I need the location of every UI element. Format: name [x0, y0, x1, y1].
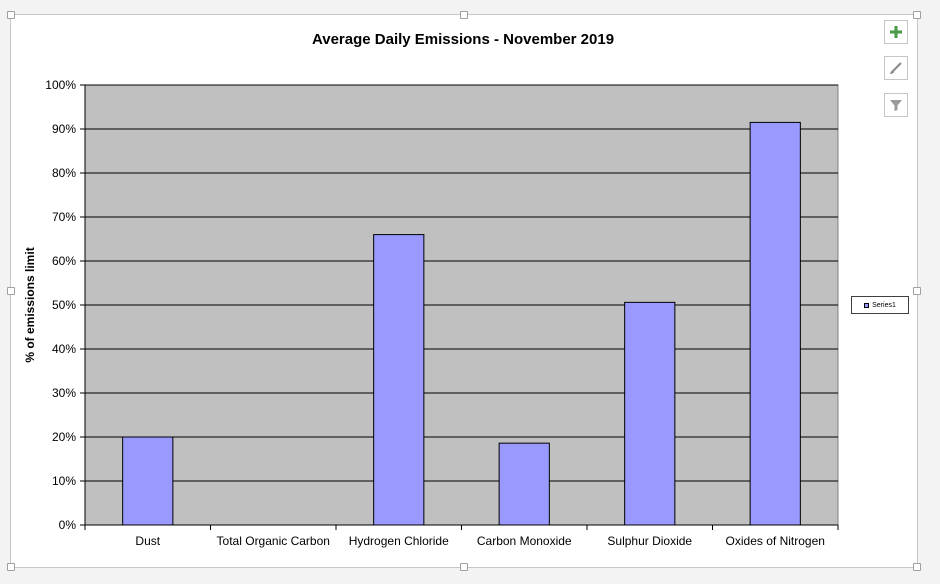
x-tick-label: Carbon Monoxide [477, 534, 572, 548]
x-tick-label: Oxides of Nitrogen [726, 534, 825, 548]
y-tick-label: 60% [52, 254, 76, 268]
x-tick-label: Hydrogen Chloride [349, 534, 449, 548]
resize-handle-top-left[interactable] [7, 11, 15, 19]
bar-carbon-monoxide[interactable] [498, 442, 550, 526]
resize-handle-bottom-right[interactable] [913, 563, 921, 571]
y-tick-label: 30% [52, 386, 76, 400]
x-tick-label: Sulphur Dioxide [607, 534, 692, 548]
axes [80, 84, 839, 530]
y-tick-label: 20% [52, 430, 76, 444]
y-tick-label: 10% [52, 474, 76, 488]
filter-icon [890, 100, 902, 111]
y-tick-label: 70% [52, 210, 76, 224]
bar-oxides-of-nitrogen[interactable] [749, 121, 801, 526]
x-tick-label: Dust [135, 534, 160, 548]
bars [122, 121, 801, 526]
resize-handle-bottom-left[interactable] [7, 563, 15, 571]
y-tick-labels: 0% 10% 20% 30% 40% 50% 60% 70% 80% 90% 100% [45, 78, 76, 532]
chart-elements-button[interactable] [884, 20, 908, 44]
y-tick-label: 50% [52, 298, 76, 312]
y-tick-label: 100% [45, 78, 76, 92]
resize-handle-top-right[interactable] [913, 11, 921, 19]
y-axis-title[interactable]: % of emissions limit [23, 247, 37, 362]
resize-handle-right[interactable] [913, 287, 921, 295]
y-tick-label: 90% [52, 122, 76, 136]
y-tick-label: 40% [52, 342, 76, 356]
bar-sulphur-dioxide[interactable] [624, 301, 676, 526]
resize-handle-top[interactable] [460, 11, 468, 19]
chart-styles-button[interactable] [884, 56, 908, 80]
chart-title[interactable]: Average Daily Emissions - November 2019 [312, 31, 614, 48]
bar-hydrogen-chloride[interactable] [373, 234, 425, 526]
plus-icon [890, 26, 902, 38]
chart-filters-button[interactable] [884, 93, 908, 117]
legend[interactable]: Series1 [851, 296, 909, 314]
resize-handle-bottom[interactable] [460, 563, 468, 571]
legend-swatch [864, 302, 870, 308]
x-tick-labels: Dust Total Organic Carbon Hydrogen Chlorid… [135, 534, 825, 548]
bar-dust[interactable] [122, 436, 174, 526]
resize-handle-left[interactable] [7, 287, 15, 295]
legend-entry-series1: Series1 [872, 301, 896, 309]
paintbrush-icon [890, 62, 902, 74]
y-tick-label: 0% [59, 518, 77, 532]
y-tick-label: 80% [52, 166, 76, 180]
x-tick-label: Total Organic Carbon [217, 534, 330, 548]
gridlines [85, 84, 838, 482]
